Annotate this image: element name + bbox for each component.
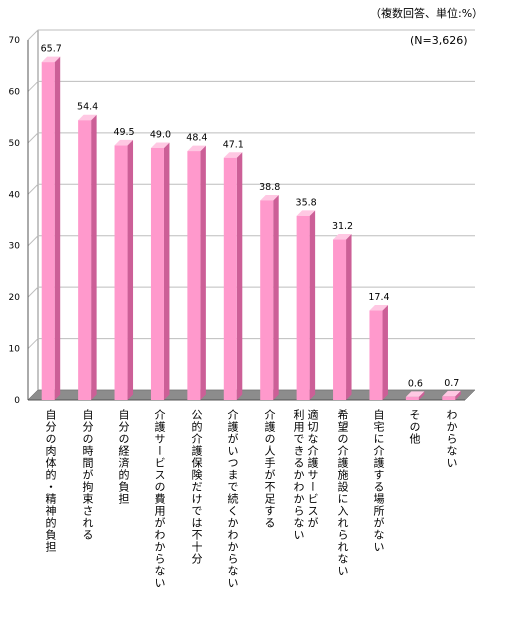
bar [78, 120, 92, 400]
bar-side [382, 305, 388, 400]
category-label: 公的介護保険だけでは不十分 [190, 409, 203, 565]
bar [296, 215, 310, 400]
value-label: 35.8 [296, 197, 317, 208]
bar [114, 145, 128, 400]
y-tick-label: 50 [9, 139, 21, 149]
gridline-depth [27, 286, 39, 298]
y-tick-label: 0 [14, 396, 20, 406]
value-label: 65.7 [41, 44, 62, 55]
y-tick-label: 40 [9, 190, 21, 200]
bar [369, 310, 383, 400]
value-label: 17.4 [368, 292, 389, 303]
bar [333, 239, 347, 400]
category-label: 自宅に介護する場所がない [372, 409, 385, 553]
bar [223, 157, 237, 400]
bar-side [346, 234, 352, 400]
bar-top [114, 139, 134, 146]
bar [41, 62, 55, 400]
value-label: 54.4 [77, 102, 98, 113]
y-tick-label: 60 [9, 87, 21, 97]
bar-top [41, 56, 61, 63]
category-label: 介護の人手が不足する [263, 409, 276, 529]
value-label: 31.2 [332, 221, 353, 232]
value-label: 0.6 [408, 378, 423, 389]
bar-top [333, 234, 352, 240]
category-label: 自分の経済的負担 [117, 409, 130, 505]
bar-top [223, 152, 243, 158]
bar-side [418, 391, 425, 400]
bar-side [163, 142, 170, 400]
unit-note: （複数回答、単位:%） [370, 7, 484, 20]
category-label: わからない [445, 409, 458, 469]
gridline-depth [27, 183, 39, 195]
bar-top [369, 305, 388, 311]
bar-side [91, 114, 97, 400]
bar-top [78, 114, 97, 121]
bar-top [187, 145, 206, 152]
bar-side [200, 145, 206, 400]
bar-side [455, 390, 461, 400]
bar-top [405, 391, 425, 397]
bar [442, 396, 456, 400]
bar-side [236, 152, 243, 400]
category-label: その他 [408, 409, 421, 445]
bar-side [54, 56, 61, 400]
category-label: 自分の肉体的・精神的負担 [44, 409, 57, 553]
bar-top [296, 210, 316, 216]
bar [187, 151, 201, 400]
value-label: 0.7 [444, 378, 459, 389]
bar-side [127, 139, 134, 400]
category-label: 介護サービスの費用がわからない [153, 409, 166, 589]
gridline-depth [27, 29, 39, 41]
category-label: 希望の介護施設に入れられない [336, 409, 349, 577]
gridline-depth [27, 235, 39, 247]
bar-top [150, 142, 170, 148]
value-label: 49.5 [113, 127, 134, 138]
category-label: 適切な介護サービスが 利用できるかわからない [292, 409, 319, 541]
category-label: 自分の時間が拘束される [81, 409, 94, 541]
bar-side [273, 194, 279, 400]
bar-side [309, 210, 316, 400]
gridline-depth [27, 81, 39, 92]
gridline-depth [27, 132, 39, 144]
y-tick-label: 10 [9, 345, 21, 355]
value-label: 38.8 [259, 182, 280, 193]
y-tick-label: 20 [9, 293, 21, 303]
bar [405, 396, 419, 400]
sample-size-note: (N=3,626) [410, 34, 468, 47]
y-tick-label: 30 [9, 242, 21, 252]
bar-top [260, 194, 279, 201]
category-label: 介護がいつまで続くかわからない [226, 409, 239, 589]
bar [260, 200, 274, 400]
bar [150, 148, 164, 400]
bar-top [442, 390, 461, 397]
gridline-depth [27, 338, 39, 349]
value-label: 47.1 [223, 139, 244, 150]
value-label: 49.0 [150, 130, 171, 141]
value-label: 48.4 [186, 133, 207, 144]
y-tick-label: 70 [9, 36, 21, 46]
